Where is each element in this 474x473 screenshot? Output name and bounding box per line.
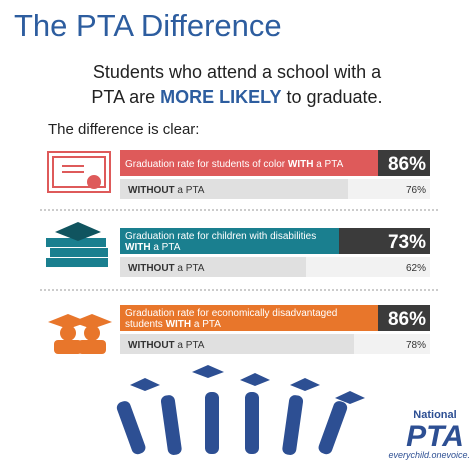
with-label: WITH a PTA [125,242,181,253]
text-part: WITH [125,242,151,253]
without-value: 76% [406,185,426,196]
text-part: to graduate. [281,87,382,107]
without-bar [120,179,348,199]
without-label: WITHOUT a PTA [128,263,205,274]
with-value: 86% [388,154,426,175]
graduates-icon [48,314,112,354]
without-bar [120,334,354,354]
logo-brand: PTA [406,420,464,453]
subtitle-line: PTA are MORE LIKELY to graduate. [91,87,382,107]
text-part: MORE LIKELY [160,87,281,107]
text-part: WITH [288,159,314,170]
text-part: Graduation rate for students of color [125,159,288,170]
diploma-icon [47,151,111,193]
lead: The difference is clear: [48,121,199,138]
with-value: 73% [388,232,426,253]
text-part: a PTA [151,242,181,253]
without-bar [120,257,306,277]
value-box [378,150,430,176]
text-part: a PTA [313,159,343,170]
without-value: 78% [406,340,426,351]
text-part: a PTA [175,185,205,196]
text-part: Graduation rate for children with disabi… [125,231,316,242]
with-value: 86% [388,309,426,330]
with-label: Graduation rate for children with disabi… [125,231,316,242]
subtitle-line: Students who attend a school with a [93,62,382,82]
logo-top: National [413,409,456,421]
with-bar [120,228,339,254]
with-label: students WITH a PTA [125,319,221,330]
books-icon [46,222,108,267]
with-bar [120,150,378,176]
text-part: a PTA [191,319,221,330]
text-part: WITHOUT [128,263,175,274]
text-part: WITHOUT [128,185,175,196]
with-label: Graduation rate for students of color WI… [125,159,344,170]
value-box [378,305,430,331]
text-part: a PTA [175,263,205,274]
text-part: WITHOUT [128,340,175,351]
hands-and-caps [116,365,365,455]
without-value: 62% [406,263,426,274]
text-part: students [125,319,166,330]
title: The PTA Difference [14,8,282,43]
text-part: WITH [166,319,192,330]
logo-tagline: everychild.onevoice. [388,450,470,460]
text-part: PTA are [91,87,160,107]
text-part: Graduation rate for economically disadva… [125,308,337,319]
text-part: a PTA [175,340,205,351]
with-label: Graduation rate for economically disadva… [125,308,337,319]
without-label: WITHOUT a PTA [128,340,205,351]
with-bar [120,305,378,331]
without-label: WITHOUT a PTA [128,185,205,196]
value-box [339,228,430,254]
